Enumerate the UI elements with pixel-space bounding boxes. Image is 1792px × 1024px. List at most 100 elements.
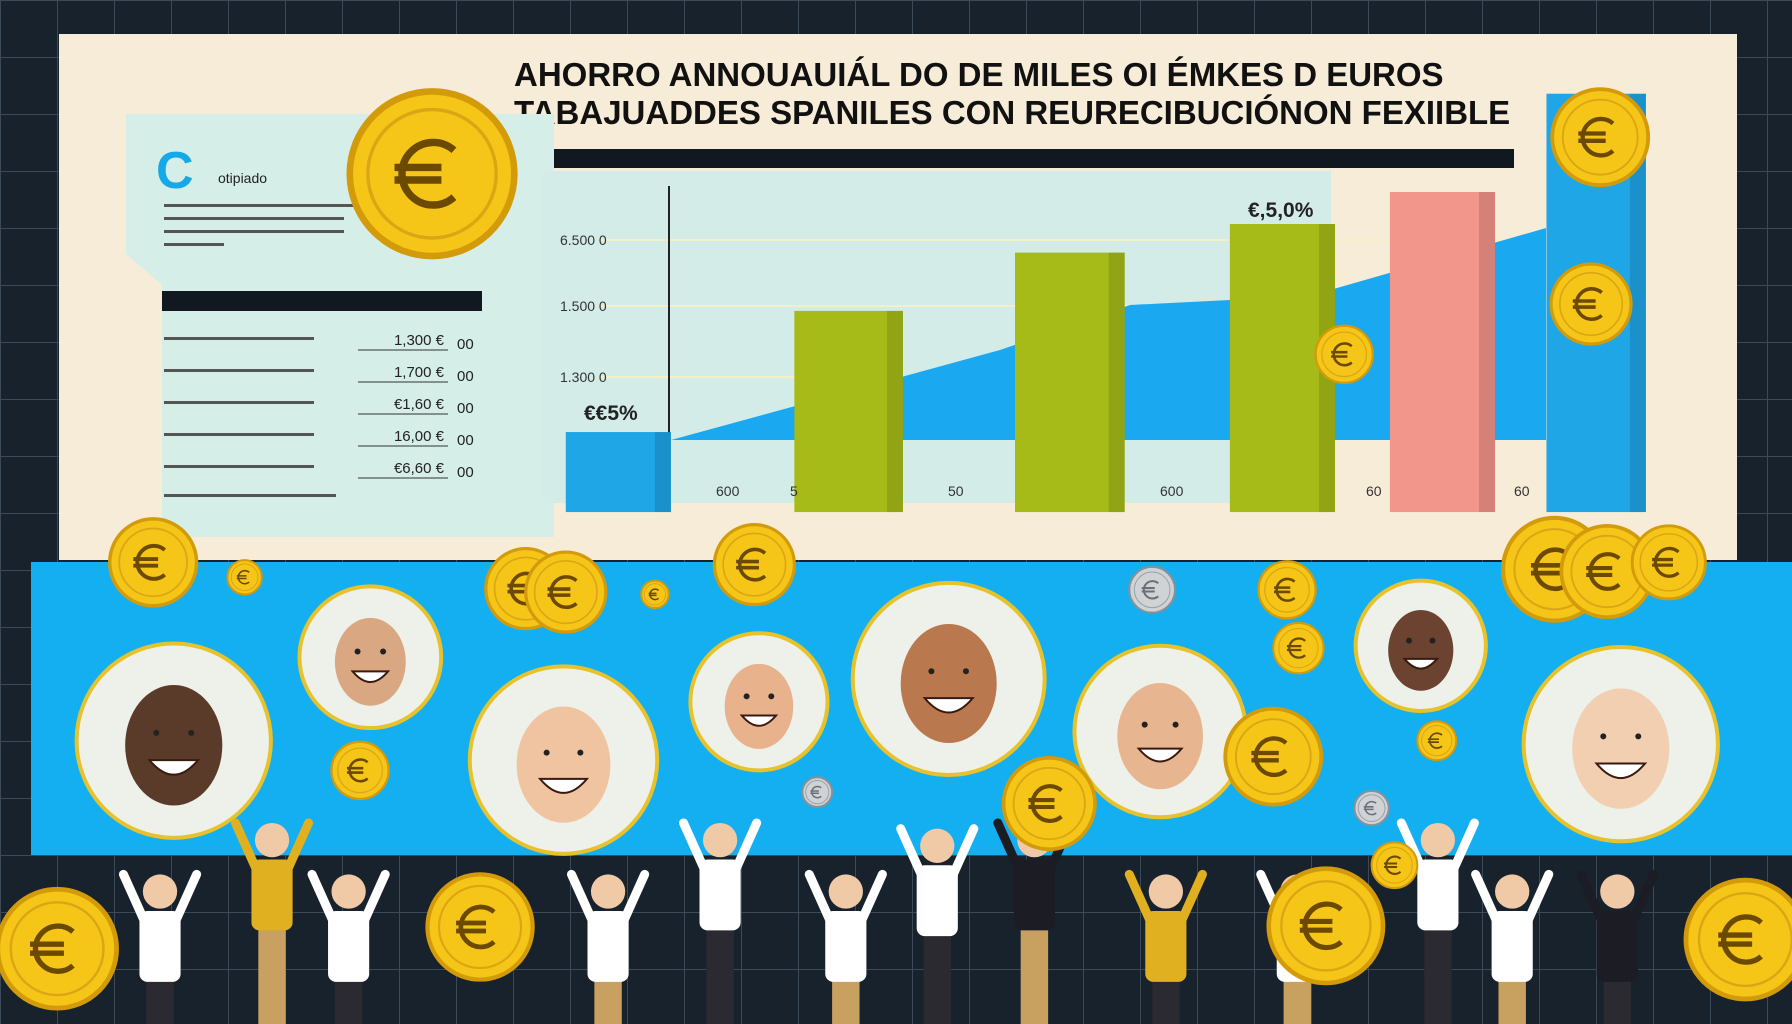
- euro-sign: [1273, 577, 1296, 602]
- person-arm: [948, 824, 979, 879]
- coin-body: [1314, 324, 1374, 385]
- avatar-eye: [1141, 721, 1148, 728]
- person: [118, 869, 202, 1024]
- row-value: 1,300 €: [394, 332, 445, 349]
- avatar-eye: [1172, 721, 1179, 728]
- euro-sign: [1286, 637, 1306, 659]
- coin-body: [0, 886, 119, 1011]
- coin-body: [330, 740, 390, 801]
- avatar-face: [900, 623, 997, 744]
- row-value: €6,60 €: [394, 460, 445, 477]
- coin-rim: [1133, 571, 1171, 609]
- row-unit: 00: [457, 336, 474, 353]
- person-arm: [679, 818, 709, 874]
- avatar-eye: [153, 729, 160, 736]
- person-body: [1013, 859, 1055, 931]
- coin-rim: [1639, 533, 1699, 592]
- avatar-eye: [768, 693, 775, 700]
- person-body: [825, 910, 867, 982]
- person-arm: [283, 818, 314, 874]
- coin: [1370, 841, 1419, 890]
- coin-body: [226, 559, 263, 596]
- person-arm: [619, 869, 650, 925]
- coin-body: [425, 872, 535, 982]
- coin: [712, 523, 796, 607]
- euro-sign: [133, 543, 167, 581]
- avatar-face: [1572, 688, 1670, 809]
- coin-body: [1549, 262, 1633, 346]
- coin: [0, 886, 119, 1011]
- coin: [1353, 789, 1390, 827]
- title-line: AHORRO ANNOUAUIÁL DO DE MILES OI ÉMKES D…: [514, 56, 1444, 93]
- coin-body: [1630, 524, 1707, 601]
- person-arm: [731, 818, 762, 874]
- avatar-smile: [739, 714, 779, 727]
- euro-sign: [1652, 546, 1680, 578]
- coin-body: [524, 550, 608, 634]
- coin-body: [1266, 866, 1386, 986]
- x-label: 600: [716, 483, 740, 499]
- euro-sign: [1586, 552, 1621, 591]
- person: [1471, 869, 1554, 1024]
- person-legs: [1424, 925, 1452, 1024]
- person: [567, 869, 650, 1024]
- euro-sign: [736, 547, 767, 582]
- coin: [1630, 524, 1707, 601]
- person-legs: [146, 977, 174, 1024]
- avatar-smile: [1402, 657, 1440, 670]
- person-arm: [993, 818, 1023, 874]
- person: [1124, 869, 1207, 1024]
- avatar-eye: [543, 749, 550, 756]
- coin: [1683, 877, 1792, 1002]
- title-bar: [514, 149, 1514, 168]
- person-arm: [857, 869, 887, 925]
- avatar: [1353, 578, 1488, 713]
- euro-sign: [1331, 342, 1353, 367]
- coin: [1549, 262, 1633, 346]
- coin: [1128, 565, 1177, 614]
- person-head: [1420, 822, 1456, 858]
- avatar-eye: [1600, 733, 1607, 740]
- person: [307, 869, 390, 1024]
- person-legs: [334, 977, 363, 1024]
- x-label: 50: [948, 483, 964, 499]
- person-legs: [1603, 977, 1632, 1024]
- avatar-eye: [962, 668, 969, 675]
- coin-rim: [805, 780, 830, 805]
- person-legs: [258, 925, 286, 1024]
- coin: [346, 88, 518, 260]
- column-shade: [1108, 252, 1125, 513]
- euro-sign: [1427, 732, 1443, 749]
- person-legs: [594, 977, 622, 1024]
- coin: [801, 776, 834, 808]
- avatar-eye: [1635, 733, 1642, 740]
- coin-body: [1416, 720, 1458, 762]
- person-body: [1491, 910, 1533, 982]
- avatar-face: [334, 617, 406, 706]
- column: [794, 310, 903, 513]
- euro-sign: [547, 575, 578, 610]
- person-arm: [1576, 869, 1606, 925]
- euro-sign: [1572, 287, 1603, 321]
- person-head: [920, 828, 955, 863]
- person-body: [328, 910, 370, 982]
- coin: [425, 872, 535, 982]
- person-arm: [307, 869, 338, 925]
- coin: [1272, 621, 1325, 675]
- row-label: [164, 465, 314, 468]
- coin-rim: [1376, 846, 1413, 884]
- avatar-eye: [1406, 637, 1413, 644]
- coin-rim: [337, 747, 383, 794]
- euro-sign: [1718, 914, 1763, 965]
- coin-body: [1257, 560, 1317, 620]
- person: [679, 818, 762, 1024]
- avatar-face: [125, 684, 223, 806]
- coin: [1550, 87, 1651, 188]
- table-bar: [162, 291, 482, 311]
- coin: [1266, 866, 1386, 986]
- avatar: [688, 631, 830, 773]
- coin-body: [1128, 565, 1177, 614]
- avatar-eye: [928, 668, 935, 675]
- row-value: 1,700 €: [394, 364, 445, 381]
